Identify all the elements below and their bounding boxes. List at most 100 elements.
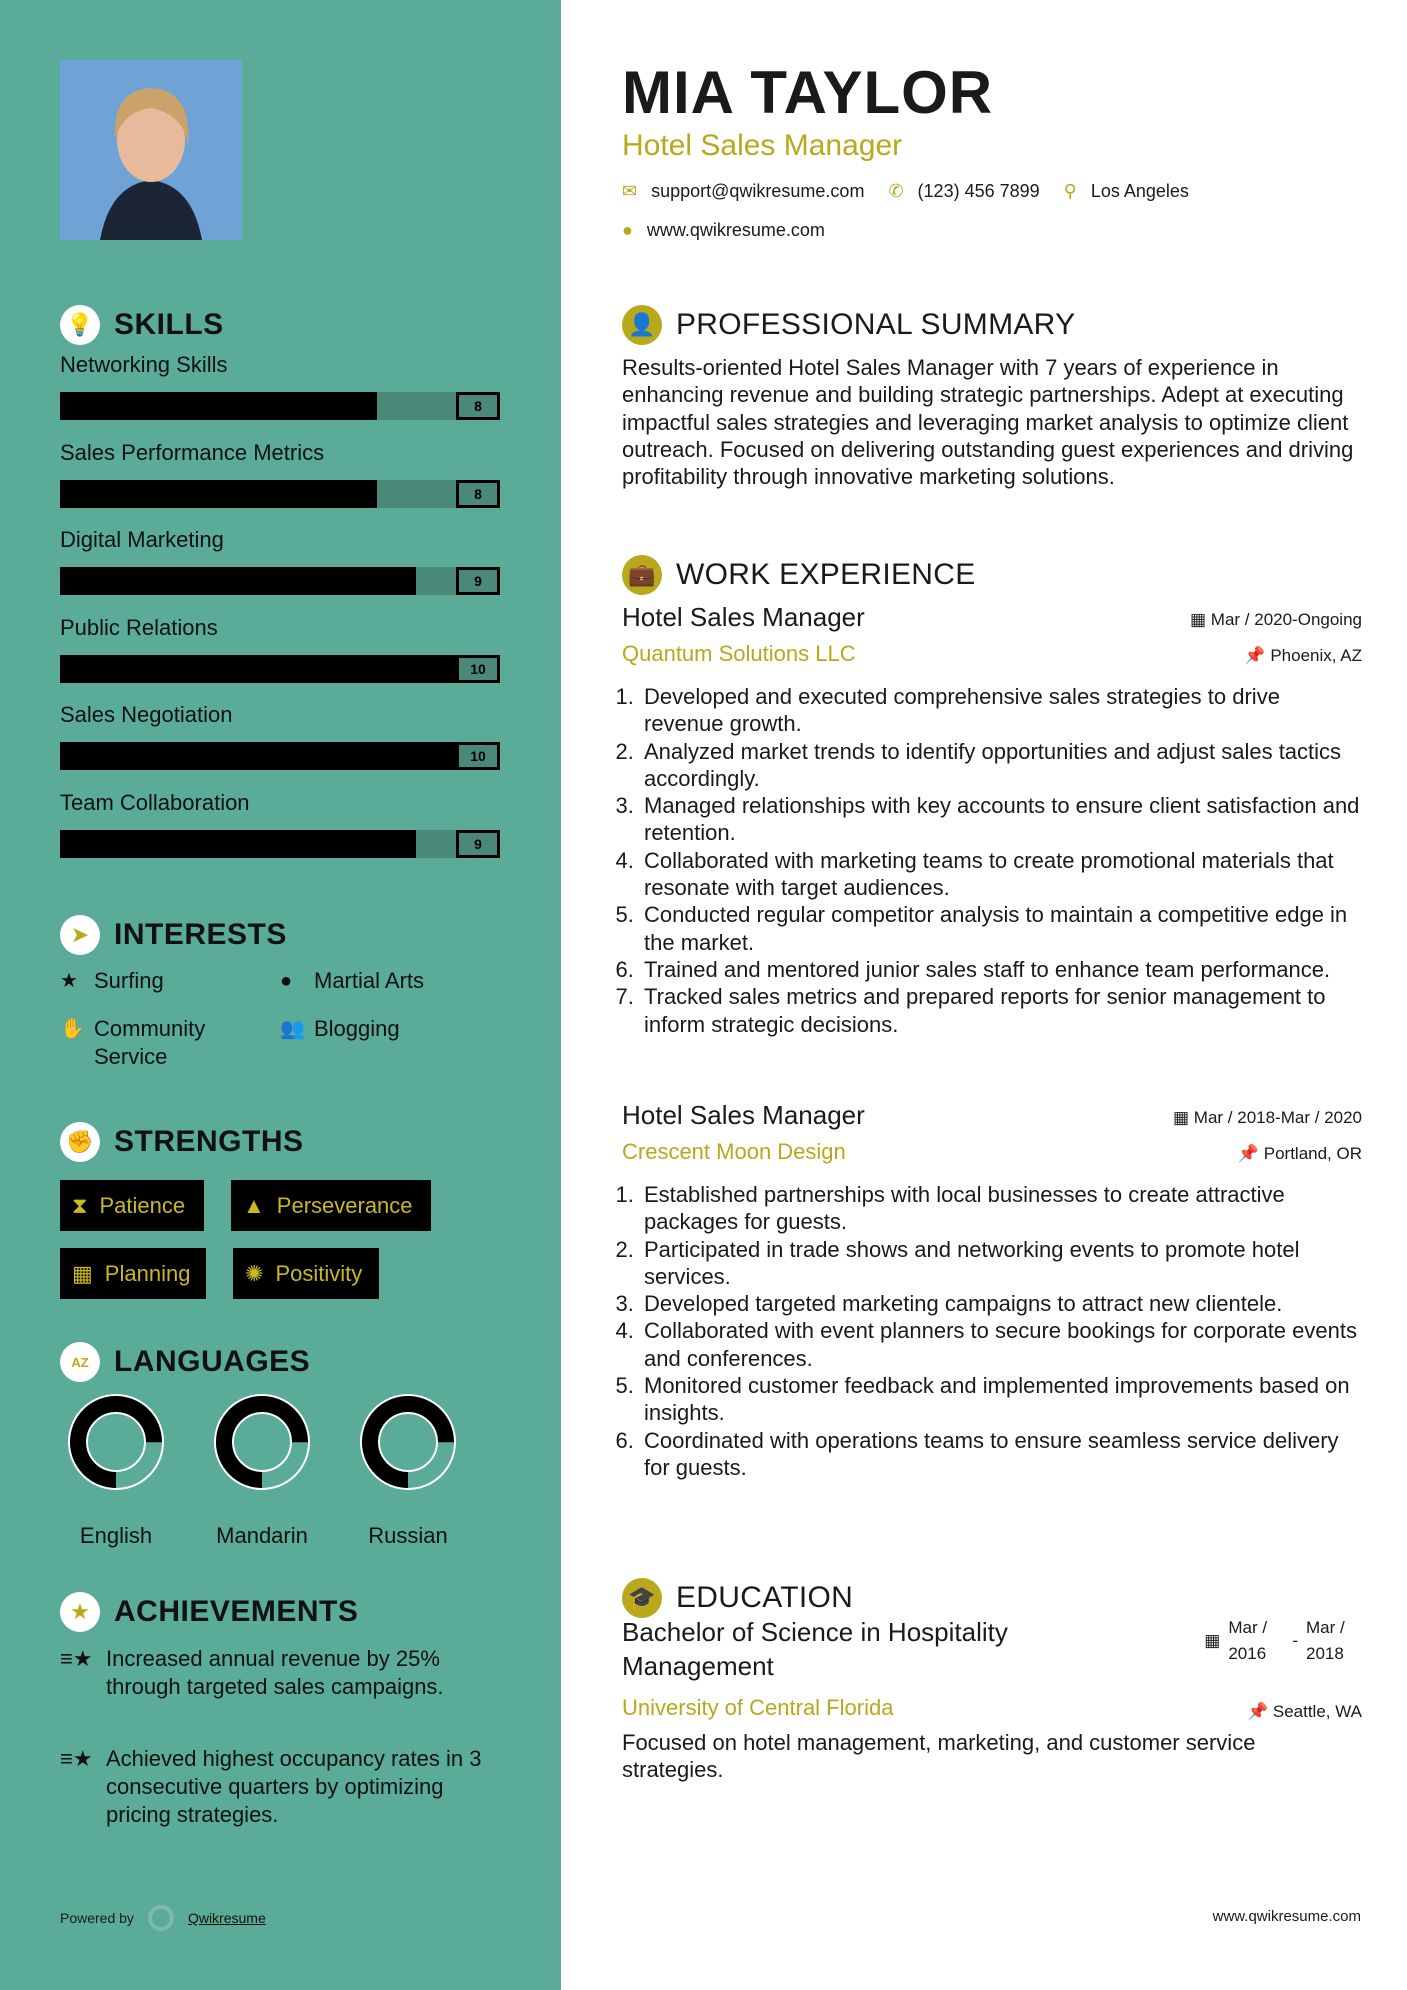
job-bullet: Conducted regular competitor analysis to… (640, 901, 1362, 956)
job-bullet: Analyzed market trends to identify oppor… (640, 738, 1362, 793)
language-icon: AZ (60, 1342, 100, 1382)
company: Crescent Moon Design (622, 1139, 846, 1164)
briefcase-icon: 💼 (622, 555, 662, 595)
achievements-heading: ★ ACHIEVEMENTS (60, 1592, 358, 1632)
skill-item: Sales Performance Metrics 8 (60, 440, 500, 508)
summary-text: Results-oriented Hotel Sales Manager wit… (622, 355, 1354, 490)
skill-bar-fill (60, 829, 417, 858)
job-bullet: Tracked sales metrics and prepared repor… (640, 983, 1362, 1038)
phone-icon: ✆ (888, 181, 904, 201)
work-heading: 💼 WORK EXPERIENCE (622, 555, 976, 595)
job-bullets: Established partnerships with local busi… (622, 1181, 1362, 1481)
location: Los Angeles (1090, 181, 1189, 201)
interests-heading: ➤ INTERESTS (60, 915, 287, 955)
hourglass-icon: ⧗ (72, 1192, 88, 1218)
interest-item: ✋ Community Service (60, 1016, 206, 1069)
job-bullet: Coordinated with operations teams to ens… (640, 1427, 1362, 1482)
job-position: Hotel Sales Manager (622, 602, 865, 632)
graduation-icon: 🎓 (622, 1578, 662, 1618)
job-bullet: Trained and mentored junior sales staff … (640, 956, 1362, 983)
map-pin-icon: ⚲ (1063, 181, 1077, 201)
strengths-heading: ✊ STRENGTHS (60, 1122, 304, 1162)
language-donut (360, 1394, 456, 1490)
fist-icon: ✊ (60, 1122, 100, 1162)
language-donut (214, 1394, 310, 1490)
sun-icon: ✺ (245, 1260, 264, 1286)
calendar-icon: ▦ (1204, 1631, 1221, 1650)
job-bullet: Managed relationships with key accounts … (640, 792, 1362, 847)
language-item: English (66, 1392, 166, 1549)
company: Quantum Solutions LLC (622, 641, 856, 666)
language-item: Mandarin (212, 1392, 312, 1549)
job-bullet: Established partnerships with local busi… (640, 1181, 1362, 1236)
lightbulb-icon: 💡 (60, 305, 100, 345)
language-level-arc (362, 1396, 454, 1488)
skill-item: Team Collaboration 9 (60, 790, 500, 858)
footer-website[interactable]: www.qwikresume.com (1212, 1908, 1361, 1925)
user-icon: 👤 (622, 305, 662, 345)
skill-bar-fill (60, 654, 500, 683)
envelope-icon: ✉ (622, 181, 638, 201)
star-icon: ★ (60, 970, 78, 992)
skill-score: 8 (456, 479, 500, 508)
calendar-icon: ▦ (72, 1260, 93, 1286)
pushpin-icon: 📌 (1237, 1144, 1259, 1163)
skill-score: 9 (456, 829, 500, 858)
skill-bar-fill (60, 479, 377, 508)
job-bullet: Collaborated with marketing teams to cre… (640, 847, 1362, 902)
language-level-arc (216, 1396, 308, 1488)
strength-tag: ▦ Planning (60, 1248, 206, 1299)
date-separator: - (1292, 1631, 1298, 1650)
skills-heading: 💡 SKILLS (60, 305, 224, 345)
job-bullet: Monitored customer feedback and implemen… (640, 1372, 1362, 1427)
skill-bar: 8 (60, 479, 500, 508)
skill-score: 8 (456, 392, 500, 420)
skill-score: 10 (456, 654, 500, 683)
interest-item: ● Martial Arts (280, 968, 425, 993)
header: MIA TAYLOR Hotel Sales Manager ✉ support… (622, 58, 1362, 241)
strength-tag: ✺ Positivity (233, 1248, 379, 1299)
pushpin-icon: 📌 (1244, 646, 1266, 665)
powered-by: Powered by Qwikresume (60, 1905, 266, 1931)
phone: (123) 456 7899 (917, 181, 1040, 201)
website[interactable]: www.qwikresume.com (646, 220, 825, 240)
education-heading: 🎓 EDUCATION (622, 1578, 853, 1618)
calendar-icon: ▦ (1190, 610, 1207, 629)
edu-start: Mar / 2016 (1228, 1618, 1268, 1663)
email[interactable]: support@qwikresume.com (651, 181, 865, 201)
pushpin-icon: 📌 (1246, 1702, 1269, 1721)
job-bullet: Developed and executed comprehensive sal… (640, 683, 1362, 738)
qwikresume-link[interactable]: Qwikresume (187, 1910, 266, 1926)
skill-bar: 9 (60, 567, 500, 595)
skill-item: Public Relations 10 (60, 615, 500, 683)
interest-item: 👥 Blogging (280, 1016, 400, 1041)
skill-bar: 8 (60, 392, 500, 420)
job-bullets: Developed and executed comprehensive sal… (622, 683, 1362, 1038)
candidate-name: MIA TAYLOR (622, 59, 994, 126)
education-entry: Bachelor of Science in Hospitality Manag… (622, 1617, 1362, 1783)
school: University of Central Florida (622, 1695, 894, 1720)
profile-photo (60, 60, 242, 240)
achievement-item: ≡★ Achieved highest occupancy rates in 3 … (60, 1746, 482, 1827)
job-position: Hotel Sales Manager (622, 1100, 865, 1130)
strength-tag: ⧗ Patience (60, 1180, 204, 1231)
strength-tag: ▲ Perseverance (231, 1180, 431, 1231)
languages-heading: AZ LANGUAGES (60, 1342, 310, 1382)
skill-score: 10 (456, 742, 500, 770)
job-bullet: Participated in trade shows and networki… (640, 1236, 1362, 1291)
interest-item: ★ Surfing (60, 968, 164, 993)
hand-icon: ✋ (60, 1018, 85, 1040)
edu-end: Mar / 2018 (1306, 1618, 1345, 1663)
job-entry: Hotel Sales Manager ▦ Mar / 2020-Ongoing… (622, 602, 1362, 1038)
calendar-icon: ▦ (1173, 1108, 1190, 1127)
job-title: Hotel Sales Manager (622, 129, 903, 162)
skill-item: Networking Skills 8 (60, 352, 500, 420)
achievement-item: ≡★ Increased annual revenue by 25% throug… (60, 1646, 444, 1699)
language-level-arc (70, 1396, 162, 1488)
job-entry: Hotel Sales Manager ▦ Mar / 2018-Mar / 2… (622, 1100, 1362, 1481)
qwikresume-logo-icon (147, 1905, 174, 1931)
skill-item: Sales Negotiation 10 (60, 702, 500, 770)
sidebar: 💡 SKILLS Networking Skills 8 Sales Perfo… (0, 0, 561, 1990)
users-icon: 👥 (280, 1018, 305, 1040)
job-bullet: Collaborated with event planners to secu… (640, 1317, 1362, 1372)
